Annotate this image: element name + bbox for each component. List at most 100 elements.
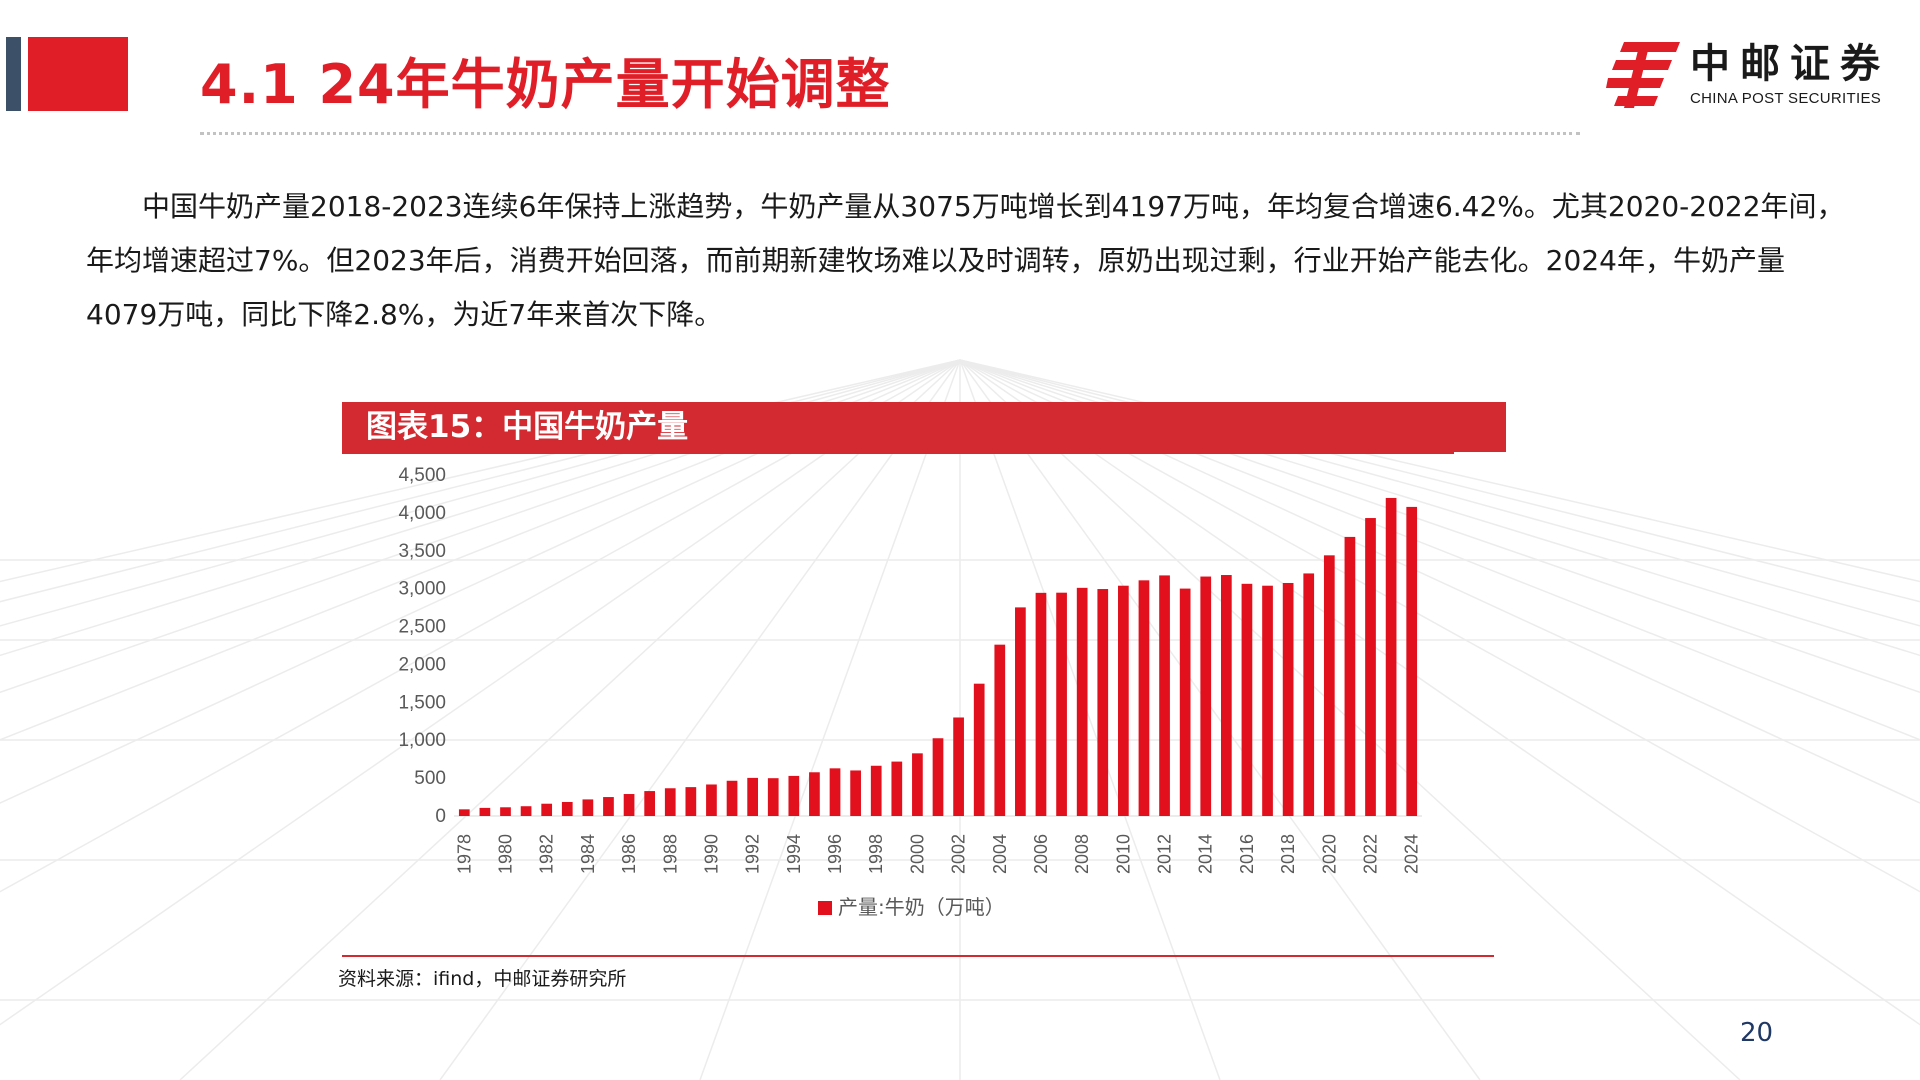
bar (603, 797, 614, 816)
bar (809, 772, 820, 816)
source-note: 资料来源：ifind，中邮证券研究所 (338, 968, 627, 990)
x-tick-label: 1998 (866, 834, 886, 874)
x-tick-label: 1978 (454, 834, 474, 874)
x-tick-label: 2018 (1278, 834, 1298, 874)
bar (541, 803, 553, 816)
bar (932, 738, 944, 816)
y-tick-label: 3,000 (398, 579, 446, 600)
grid-line (0, 359, 961, 603)
x-tick-label: 1992 (743, 834, 763, 874)
chart-header-underline (342, 452, 1454, 454)
grid-line (0, 359, 961, 657)
header-navy-block (6, 37, 21, 111)
x-tick-label: 2014 (1196, 834, 1216, 874)
grid-line (699, 359, 961, 1080)
summary-paragraph: 中国牛奶产量2018-2023连续6年保持上涨趋势，牛奶产量从3075万吨增长到… (86, 190, 1845, 331)
x-tick-label: 2022 (1361, 834, 1381, 874)
legend-label: 产量:牛奶（万吨） (838, 895, 1005, 919)
bar (1159, 575, 1170, 816)
bar (1035, 592, 1047, 816)
grid-line (959, 359, 1920, 1026)
bar (1303, 573, 1315, 816)
bar (664, 788, 676, 816)
bar (520, 806, 532, 816)
milk-production-chart: 0 500 1,000 1,500 2,000 2,500 3,000 3,500 4,000 4… (398, 465, 1422, 919)
header-red-block (28, 37, 128, 111)
grid-line (0, 359, 961, 804)
x-tick-label: 1982 (537, 834, 557, 874)
y-tick-label: 4,500 (398, 465, 446, 486)
grid-line (959, 359, 1481, 1080)
y-tick-label: 3,500 (398, 541, 446, 562)
grid-line (959, 359, 1920, 603)
bar (994, 644, 1006, 816)
title-dotted-divider (200, 132, 1580, 135)
bar (1200, 576, 1212, 816)
bar (767, 778, 779, 816)
bar (458, 809, 470, 816)
bar (623, 794, 635, 816)
bar (500, 807, 511, 816)
logo-chinese-name: 中邮证券 (1690, 41, 1890, 87)
bar (953, 717, 964, 816)
bar (912, 753, 923, 816)
bar (726, 780, 738, 816)
x-tick-label: 2010 (1113, 834, 1133, 874)
page-title: 4.1 24年牛奶产量开始调整 (200, 53, 891, 116)
y-tick-label: 2,000 (398, 654, 446, 675)
bar (1406, 506, 1418, 816)
bar (1323, 555, 1335, 816)
bar (788, 775, 800, 816)
grid-line (0, 359, 961, 1026)
grid-line (0, 359, 961, 627)
grid-line (959, 359, 1920, 627)
chart-caption: 图表15：中国牛奶产量 (366, 409, 689, 445)
y-tick-label: 1,500 (398, 692, 446, 713)
grid-line (959, 359, 1920, 804)
bar (1015, 607, 1026, 816)
x-tick-label: 1980 (495, 834, 515, 874)
grid-line (0, 359, 961, 694)
x-tick-label: 2024 (1402, 834, 1422, 874)
bar (870, 765, 882, 816)
bar (644, 791, 656, 816)
bar (1344, 536, 1356, 816)
grid-line (179, 359, 961, 1080)
bar (706, 784, 717, 816)
y-tick-label: 4,000 (398, 503, 446, 524)
logo-english-name: CHINA POST SECURITIES (1690, 90, 1882, 107)
bar (747, 777, 758, 816)
y-tick-label: 2,500 (398, 617, 446, 638)
bar (1076, 587, 1088, 816)
bar (479, 807, 491, 816)
grid-line (959, 359, 1920, 583)
y-tick-label: 500 (414, 768, 446, 789)
bar (1241, 583, 1253, 816)
bar (561, 801, 573, 816)
bar (1220, 575, 1232, 816)
x-tick-label: 1988 (660, 834, 680, 874)
x-tick-label: 1984 (578, 834, 598, 874)
x-tick-label: 2008 (1072, 834, 1092, 874)
bar (850, 770, 861, 816)
grid-line (959, 359, 1920, 657)
bar (1138, 580, 1150, 816)
y-tick-label: 0 (435, 806, 446, 827)
bar (891, 761, 903, 816)
bar (1262, 585, 1273, 816)
grid-line (959, 359, 1221, 1080)
bar (1056, 592, 1067, 816)
bar (973, 683, 985, 816)
chart-header-bar: 图表15：中国牛奶产量 (342, 402, 1506, 452)
grid-line (0, 359, 961, 583)
grid-line (959, 359, 1920, 893)
grid-line (959, 359, 1920, 741)
bar (1365, 518, 1376, 816)
x-tick-label: 1996 (825, 834, 845, 874)
x-tick-label: 1986 (619, 834, 639, 874)
x-tick-label: 2016 (1237, 834, 1257, 874)
grid-line (959, 359, 1920, 694)
bar (1282, 582, 1294, 816)
company-logo: 中邮证券 CHINA POST SECURITIES (1606, 38, 1906, 112)
y-tick-label: 1,000 (398, 730, 446, 751)
